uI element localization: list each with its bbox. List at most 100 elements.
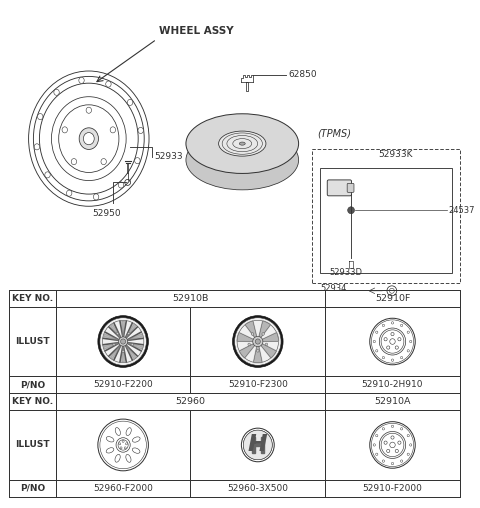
Circle shape (376, 331, 378, 333)
Circle shape (116, 438, 130, 452)
Circle shape (376, 350, 378, 352)
Text: ILLUST: ILLUST (15, 337, 50, 346)
Circle shape (391, 462, 394, 465)
Circle shape (391, 359, 394, 361)
Ellipse shape (45, 172, 50, 178)
Polygon shape (253, 346, 262, 363)
Ellipse shape (126, 428, 131, 435)
Circle shape (116, 332, 119, 335)
Ellipse shape (186, 130, 299, 190)
Polygon shape (122, 346, 124, 362)
Text: 52934: 52934 (320, 284, 347, 293)
Circle shape (248, 343, 251, 345)
Circle shape (119, 337, 128, 346)
Circle shape (390, 339, 395, 344)
Circle shape (376, 453, 378, 456)
Polygon shape (262, 333, 278, 341)
Circle shape (370, 318, 415, 365)
Circle shape (262, 333, 264, 335)
Circle shape (102, 321, 144, 363)
Text: 52960-F2000: 52960-F2000 (93, 484, 153, 493)
Ellipse shape (84, 133, 94, 145)
Text: 52910-F2300: 52910-F2300 (228, 380, 288, 389)
Circle shape (125, 443, 128, 445)
Circle shape (387, 286, 396, 296)
Ellipse shape (186, 114, 299, 173)
Polygon shape (125, 324, 136, 338)
Circle shape (232, 315, 283, 367)
Circle shape (391, 436, 394, 439)
Circle shape (389, 289, 394, 293)
Circle shape (241, 428, 274, 462)
Ellipse shape (101, 158, 107, 165)
Text: 52960-3X500: 52960-3X500 (228, 484, 288, 493)
Circle shape (382, 324, 384, 327)
Circle shape (400, 357, 403, 359)
Polygon shape (261, 437, 264, 453)
Polygon shape (261, 343, 276, 358)
Ellipse shape (37, 114, 43, 120)
Polygon shape (245, 321, 257, 338)
Ellipse shape (218, 147, 266, 173)
Polygon shape (110, 324, 121, 338)
Ellipse shape (79, 128, 98, 149)
Text: 24537: 24537 (448, 206, 475, 215)
Ellipse shape (106, 81, 111, 87)
Circle shape (372, 423, 414, 466)
Circle shape (119, 443, 121, 445)
Circle shape (373, 444, 375, 446)
Text: H: H (248, 433, 268, 457)
Polygon shape (125, 345, 136, 359)
Text: 52933D: 52933D (330, 268, 363, 277)
Circle shape (255, 339, 260, 344)
Circle shape (120, 447, 122, 449)
Text: 52933: 52933 (154, 152, 182, 161)
Text: WHEEL ASSY: WHEEL ASSY (159, 26, 233, 36)
Circle shape (235, 318, 281, 365)
Circle shape (118, 440, 128, 450)
Text: 52910-F2200: 52910-F2200 (93, 380, 153, 389)
Circle shape (384, 338, 387, 341)
Ellipse shape (115, 454, 120, 462)
Circle shape (379, 328, 406, 355)
Ellipse shape (66, 190, 72, 196)
Text: KEY NO.: KEY NO. (12, 397, 53, 406)
Text: KEY NO.: KEY NO. (12, 294, 53, 303)
Polygon shape (127, 334, 143, 340)
Circle shape (384, 441, 387, 444)
Circle shape (381, 433, 404, 457)
Circle shape (382, 357, 384, 359)
Text: 52910-F2000: 52910-F2000 (362, 484, 422, 493)
FancyBboxPatch shape (327, 180, 351, 196)
Ellipse shape (62, 127, 68, 133)
Circle shape (407, 350, 409, 352)
Circle shape (98, 315, 148, 367)
Polygon shape (104, 334, 119, 340)
Ellipse shape (240, 142, 245, 145)
Circle shape (237, 321, 278, 363)
Circle shape (253, 336, 263, 346)
Circle shape (395, 450, 398, 453)
Text: 62850: 62850 (288, 71, 316, 79)
Text: 52910-2H910: 52910-2H910 (362, 380, 423, 389)
Ellipse shape (115, 428, 120, 435)
Ellipse shape (127, 100, 133, 106)
Polygon shape (127, 342, 143, 350)
Circle shape (122, 440, 124, 442)
Circle shape (398, 338, 401, 341)
Polygon shape (254, 443, 261, 447)
Polygon shape (122, 321, 124, 337)
Circle shape (100, 318, 146, 365)
Ellipse shape (79, 77, 84, 83)
Circle shape (122, 350, 124, 353)
Circle shape (348, 207, 354, 214)
Ellipse shape (54, 89, 59, 96)
Circle shape (381, 330, 404, 353)
Ellipse shape (34, 144, 40, 150)
Circle shape (390, 442, 395, 448)
Polygon shape (252, 437, 254, 453)
Circle shape (382, 460, 384, 462)
Ellipse shape (218, 131, 266, 156)
Circle shape (379, 431, 406, 458)
Ellipse shape (126, 455, 131, 462)
